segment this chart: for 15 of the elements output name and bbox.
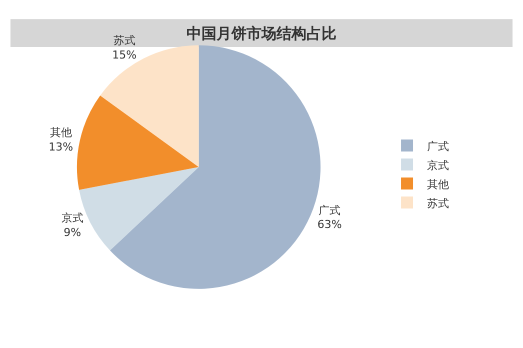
- legend-label: 京式: [427, 158, 450, 172]
- legend-label: 苏式: [427, 196, 450, 210]
- data-label: 13%: [48, 140, 74, 154]
- slice-label: 广式: [318, 204, 341, 217]
- legend-label: 其他: [427, 178, 450, 191]
- slice-label: 其他: [50, 126, 72, 140]
- pie-slice: [77, 95, 199, 190]
- data-label: 15%: [112, 48, 137, 62]
- slice-label: 京式: [61, 212, 84, 224]
- slice-label: 苏式: [113, 34, 136, 48]
- legend-label: 广式: [427, 140, 450, 153]
- data-label: 9%: [64, 226, 82, 239]
- chart-title: 中国月饼市场结构占比: [186, 24, 336, 42]
- data-label: 63%: [317, 218, 342, 232]
- pie-slice: [100, 45, 199, 168]
